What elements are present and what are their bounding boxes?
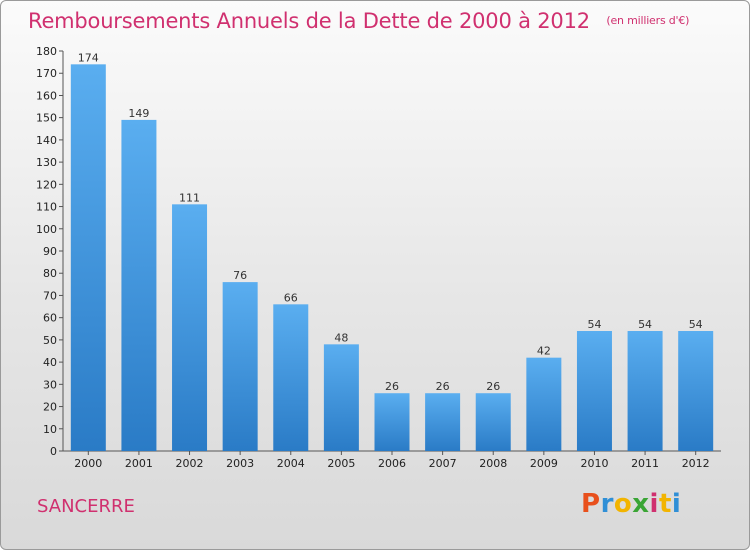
logo-letter: t bbox=[658, 489, 672, 519]
bar-2003 bbox=[222, 282, 258, 451]
x-tick-label: 2006 bbox=[378, 457, 406, 470]
value-label-2009: 42 bbox=[537, 345, 551, 358]
value-label-2004: 66 bbox=[284, 291, 298, 304]
y-tick-label: 10 bbox=[43, 423, 57, 436]
bar-2010 bbox=[576, 331, 612, 451]
value-label-2007: 26 bbox=[436, 380, 450, 393]
logo-letter: i bbox=[671, 489, 682, 519]
y-tick-label: 160 bbox=[36, 89, 57, 102]
y-tick-label: 20 bbox=[43, 401, 57, 414]
x-tick-label: 2004 bbox=[277, 457, 305, 470]
bar-2011 bbox=[627, 331, 663, 451]
y-tick-label: 0 bbox=[50, 445, 57, 458]
x-tick-label: 2011 bbox=[631, 457, 659, 470]
value-label-2002: 111 bbox=[179, 191, 200, 204]
bar-2002 bbox=[172, 204, 208, 451]
value-label-2011: 54 bbox=[638, 318, 652, 331]
x-tick-label: 2007 bbox=[429, 457, 457, 470]
value-label-2006: 26 bbox=[385, 380, 399, 393]
logo-letter: r bbox=[600, 489, 614, 519]
y-tick-label: 120 bbox=[36, 178, 57, 191]
logo-letter: o bbox=[613, 489, 633, 519]
logo-letter: x bbox=[632, 489, 650, 519]
value-labels: 174 149 111 76 66 48 26 26 26 42 54 54 54 bbox=[78, 51, 703, 393]
y-tick-label: 50 bbox=[43, 334, 57, 347]
y-tick-label: 70 bbox=[43, 289, 57, 302]
value-label-2000: 174 bbox=[78, 51, 99, 64]
town-name: SANCERRE bbox=[37, 496, 135, 517]
x-tick-label: 2010 bbox=[580, 457, 608, 470]
x-tick-label: 2012 bbox=[682, 457, 710, 470]
bar-2008 bbox=[475, 393, 511, 451]
y-tick-label: 60 bbox=[43, 312, 57, 325]
value-label-2012: 54 bbox=[689, 318, 703, 331]
y-tick-label: 80 bbox=[43, 267, 57, 280]
y-tick-label: 100 bbox=[36, 223, 57, 236]
bar-2006 bbox=[374, 393, 410, 451]
bars bbox=[70, 64, 714, 452]
value-label-2005: 48 bbox=[334, 331, 348, 344]
value-label-2003: 76 bbox=[233, 269, 247, 282]
y-tick-label: 170 bbox=[36, 67, 57, 80]
value-label-2001: 149 bbox=[128, 107, 149, 120]
proxiti-logo[interactable]: Proxiti bbox=[581, 489, 681, 519]
logo-letter: i bbox=[649, 489, 659, 519]
x-tick-label: 2005 bbox=[327, 457, 355, 470]
chart-subtitle: (en milliers d'€) bbox=[606, 14, 690, 27]
logo-letter: P bbox=[581, 489, 601, 519]
x-tick-label: 2009 bbox=[530, 457, 558, 470]
y-tick-label: 90 bbox=[43, 245, 57, 258]
bar-2007 bbox=[425, 393, 461, 451]
bar-2001 bbox=[121, 119, 157, 451]
x-tick-label: 2002 bbox=[176, 457, 204, 470]
bar-2012 bbox=[678, 331, 714, 451]
bar-2005 bbox=[323, 344, 359, 451]
x-tick-label: 2008 bbox=[479, 457, 507, 470]
chart-title-text: Remboursements Annuels de la Dette de 20… bbox=[28, 9, 590, 33]
y-tick-label: 130 bbox=[36, 156, 57, 169]
x-tick-label: 2003 bbox=[226, 457, 254, 470]
bar-2000 bbox=[70, 64, 106, 452]
value-label-2010: 54 bbox=[587, 318, 601, 331]
y-tick-label: 40 bbox=[43, 356, 57, 369]
y-tick-label: 150 bbox=[36, 112, 57, 125]
value-label-2008: 26 bbox=[486, 380, 500, 393]
y-tick-label: 180 bbox=[36, 45, 57, 58]
bar-2004 bbox=[273, 304, 309, 451]
chart-title: Remboursements Annuels de la Dette de 20… bbox=[28, 9, 689, 33]
x-tick-label: 2000 bbox=[74, 457, 102, 470]
axes: 0 10 20 30 40 50 60 70 80 90 100 110 120 130 140 150 160… bbox=[36, 45, 721, 470]
bar-2009 bbox=[526, 357, 562, 451]
y-tick-label: 110 bbox=[36, 201, 57, 214]
y-tick-label: 140 bbox=[36, 134, 57, 147]
y-tick-label: 30 bbox=[43, 378, 57, 391]
x-tick-label: 2001 bbox=[125, 457, 153, 470]
